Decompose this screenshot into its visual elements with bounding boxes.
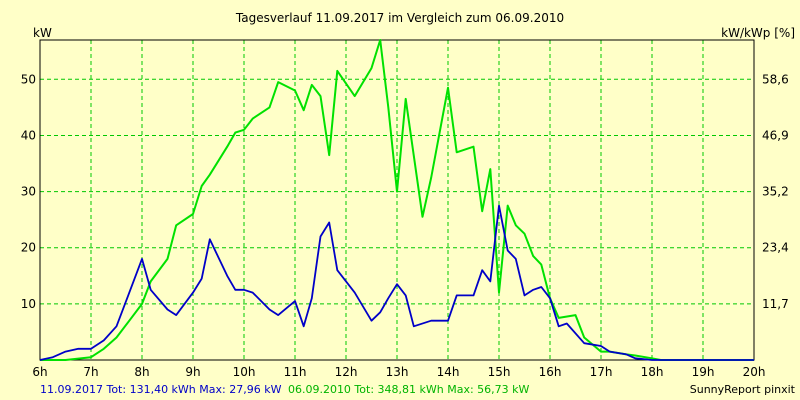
y-tick-label-right: 46,9 [762,128,789,142]
x-tick-label: 19h [692,365,715,379]
x-tick-label: 8h [134,365,149,379]
y-axis-label-left: kW [33,26,52,40]
footer-credit: SunnyReport pinxit [690,383,796,396]
x-tick-label: 11h [284,365,307,379]
y-tick-label-left: 30 [21,185,36,199]
y-axis-label-right: kW/kWp [%] [721,26,795,40]
y-tick-label-left: 20 [21,241,36,255]
x-tick-label: 9h [185,365,200,379]
y-tick-label-right: 58,6 [762,72,789,86]
x-tick-label: 10h [233,365,256,379]
x-tick-label: 15h [488,365,511,379]
y-tick-label-left: 10 [21,297,36,311]
y-tick-label-left: 40 [21,128,36,142]
x-tick-label: 18h [641,365,664,379]
footer-series-2010: 06.09.2010 Tot: 348,81 kWh Max: 56,73 kW [288,383,530,396]
chart-title: Tagesverlauf 11.09.2017 im Vergleich zum… [235,11,564,25]
x-tick-label: 6h [32,365,47,379]
plot-frame [39,39,755,361]
x-tick-label: 7h [83,365,98,379]
series-line-11-09-2017 [39,204,754,361]
series-lines [39,39,754,361]
x-tick-label: 16h [539,365,562,379]
y-tick-label-right: 11,7 [762,297,789,311]
x-tick-label: 14h [437,365,460,379]
y-tick-label-right: 35,2 [762,185,789,199]
x-tick-label: 20h [743,365,766,379]
footer-summary: 11.09.2017 Tot: 131,40 kWh Max: 27,96 kW… [40,383,530,396]
y-tick-label-left: 50 [21,72,36,86]
footer-series-2017: 11.09.2017 Tot: 131,40 kWh Max: 27,96 kW [40,383,282,396]
x-tick-label: 17h [590,365,613,379]
x-tick-label: 13h [386,365,409,379]
grid-lines [40,40,754,360]
x-tick-label: 12h [335,365,358,379]
y-tick-label-right: 23,4 [762,241,789,255]
series-line-06-09-2010 [40,39,754,361]
tick-labels: 6h 7h 8h 9h 10h 11h 12h 13h 14h 15h 16h 17h 18h 19h 20… [21,72,789,379]
